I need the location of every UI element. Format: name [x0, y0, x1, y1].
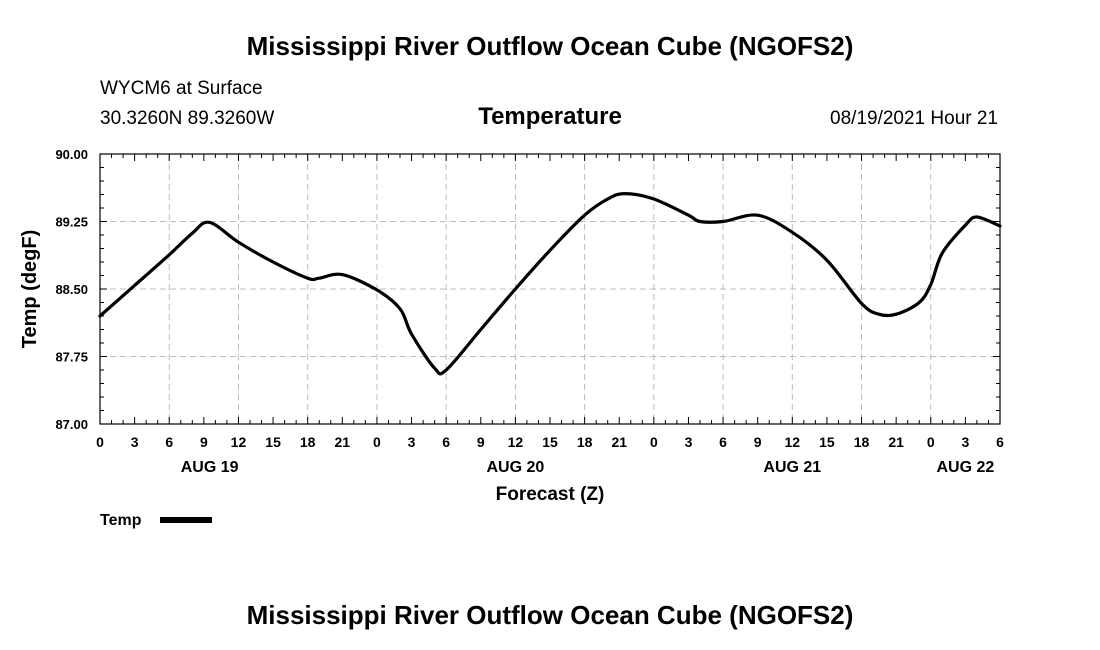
day-label: AUG 20 — [486, 459, 544, 476]
x-tick-label: 12 — [508, 434, 524, 450]
x-tick-label: 21 — [611, 434, 627, 450]
legend-label: Temp — [100, 512, 142, 529]
x-tick-label: 6 — [165, 434, 173, 450]
x-tick-label: 9 — [754, 434, 762, 450]
day-label: AUG 19 — [181, 459, 239, 476]
x-tick-label: 12 — [785, 434, 801, 450]
day-label: AUG 22 — [936, 459, 994, 476]
x-tick-label: 0 — [373, 434, 381, 450]
x-tick-labels: 0 3 6 9 12 15 18 21 0 3 6 9 12 15 18 21 0 3 6 9 12 15 18 21 0 3 6 — [96, 434, 1004, 450]
x-tick-label: 3 — [961, 434, 969, 450]
x-tick-label: 15 — [542, 434, 558, 450]
x-tick-label: 3 — [131, 434, 139, 450]
x-tick-label: 3 — [685, 434, 693, 450]
axis-ticks — [99, 153, 1001, 425]
x-tick-label: 21 — [335, 434, 351, 450]
x-tick-label: 0 — [650, 434, 658, 450]
x-tick-label: 18 — [854, 434, 870, 450]
day-label: AUG 21 — [763, 459, 821, 476]
day-labels: AUG 19 AUG 20 AUG 21 AUG 22 — [181, 459, 995, 476]
station-label: WYCM6 at Surface — [100, 78, 263, 99]
grid-lines — [100, 154, 1000, 424]
x-tick-label: 15 — [819, 434, 835, 450]
y-axis-label: Temp (degF) — [19, 230, 41, 349]
x-tick-label: 9 — [200, 434, 208, 450]
y-tick-label: 87.75 — [55, 350, 88, 365]
x-axis-label: Forecast (Z) — [496, 484, 605, 505]
y-tick-labels: 87.00 87.75 88.50 89.25 90.00 — [55, 147, 88, 432]
legend: Temp — [100, 512, 212, 529]
y-tick-label: 88.50 — [55, 282, 88, 297]
y-tick-label: 89.25 — [55, 215, 88, 230]
chart-title-bottom: Mississippi River Outflow Ocean Cube (NG… — [247, 600, 854, 630]
x-tick-label: 6 — [719, 434, 727, 450]
x-tick-label: 6 — [996, 434, 1004, 450]
x-tick-label: 0 — [96, 434, 104, 450]
series-line-temp — [98, 192, 1002, 376]
x-tick-label: 21 — [888, 434, 904, 450]
x-tick-label: 12 — [231, 434, 247, 450]
datetime-label: 08/19/2021 Hour 21 — [830, 108, 998, 129]
chart-title-top: Mississippi River Outflow Ocean Cube (NG… — [247, 31, 854, 61]
x-tick-label: 9 — [477, 434, 485, 450]
x-tick-label: 3 — [408, 434, 416, 450]
x-tick-label: 15 — [265, 434, 281, 450]
x-tick-label: 18 — [300, 434, 316, 450]
y-tick-label: 90.00 — [55, 147, 88, 162]
x-tick-label: 6 — [442, 434, 450, 450]
x-tick-label: 18 — [577, 434, 593, 450]
chart-title: Temperature — [478, 103, 622, 130]
coords-label: 30.3260N 89.3260W — [100, 108, 274, 129]
x-tick-label: 0 — [927, 434, 935, 450]
y-tick-label: 87.00 — [55, 417, 88, 432]
